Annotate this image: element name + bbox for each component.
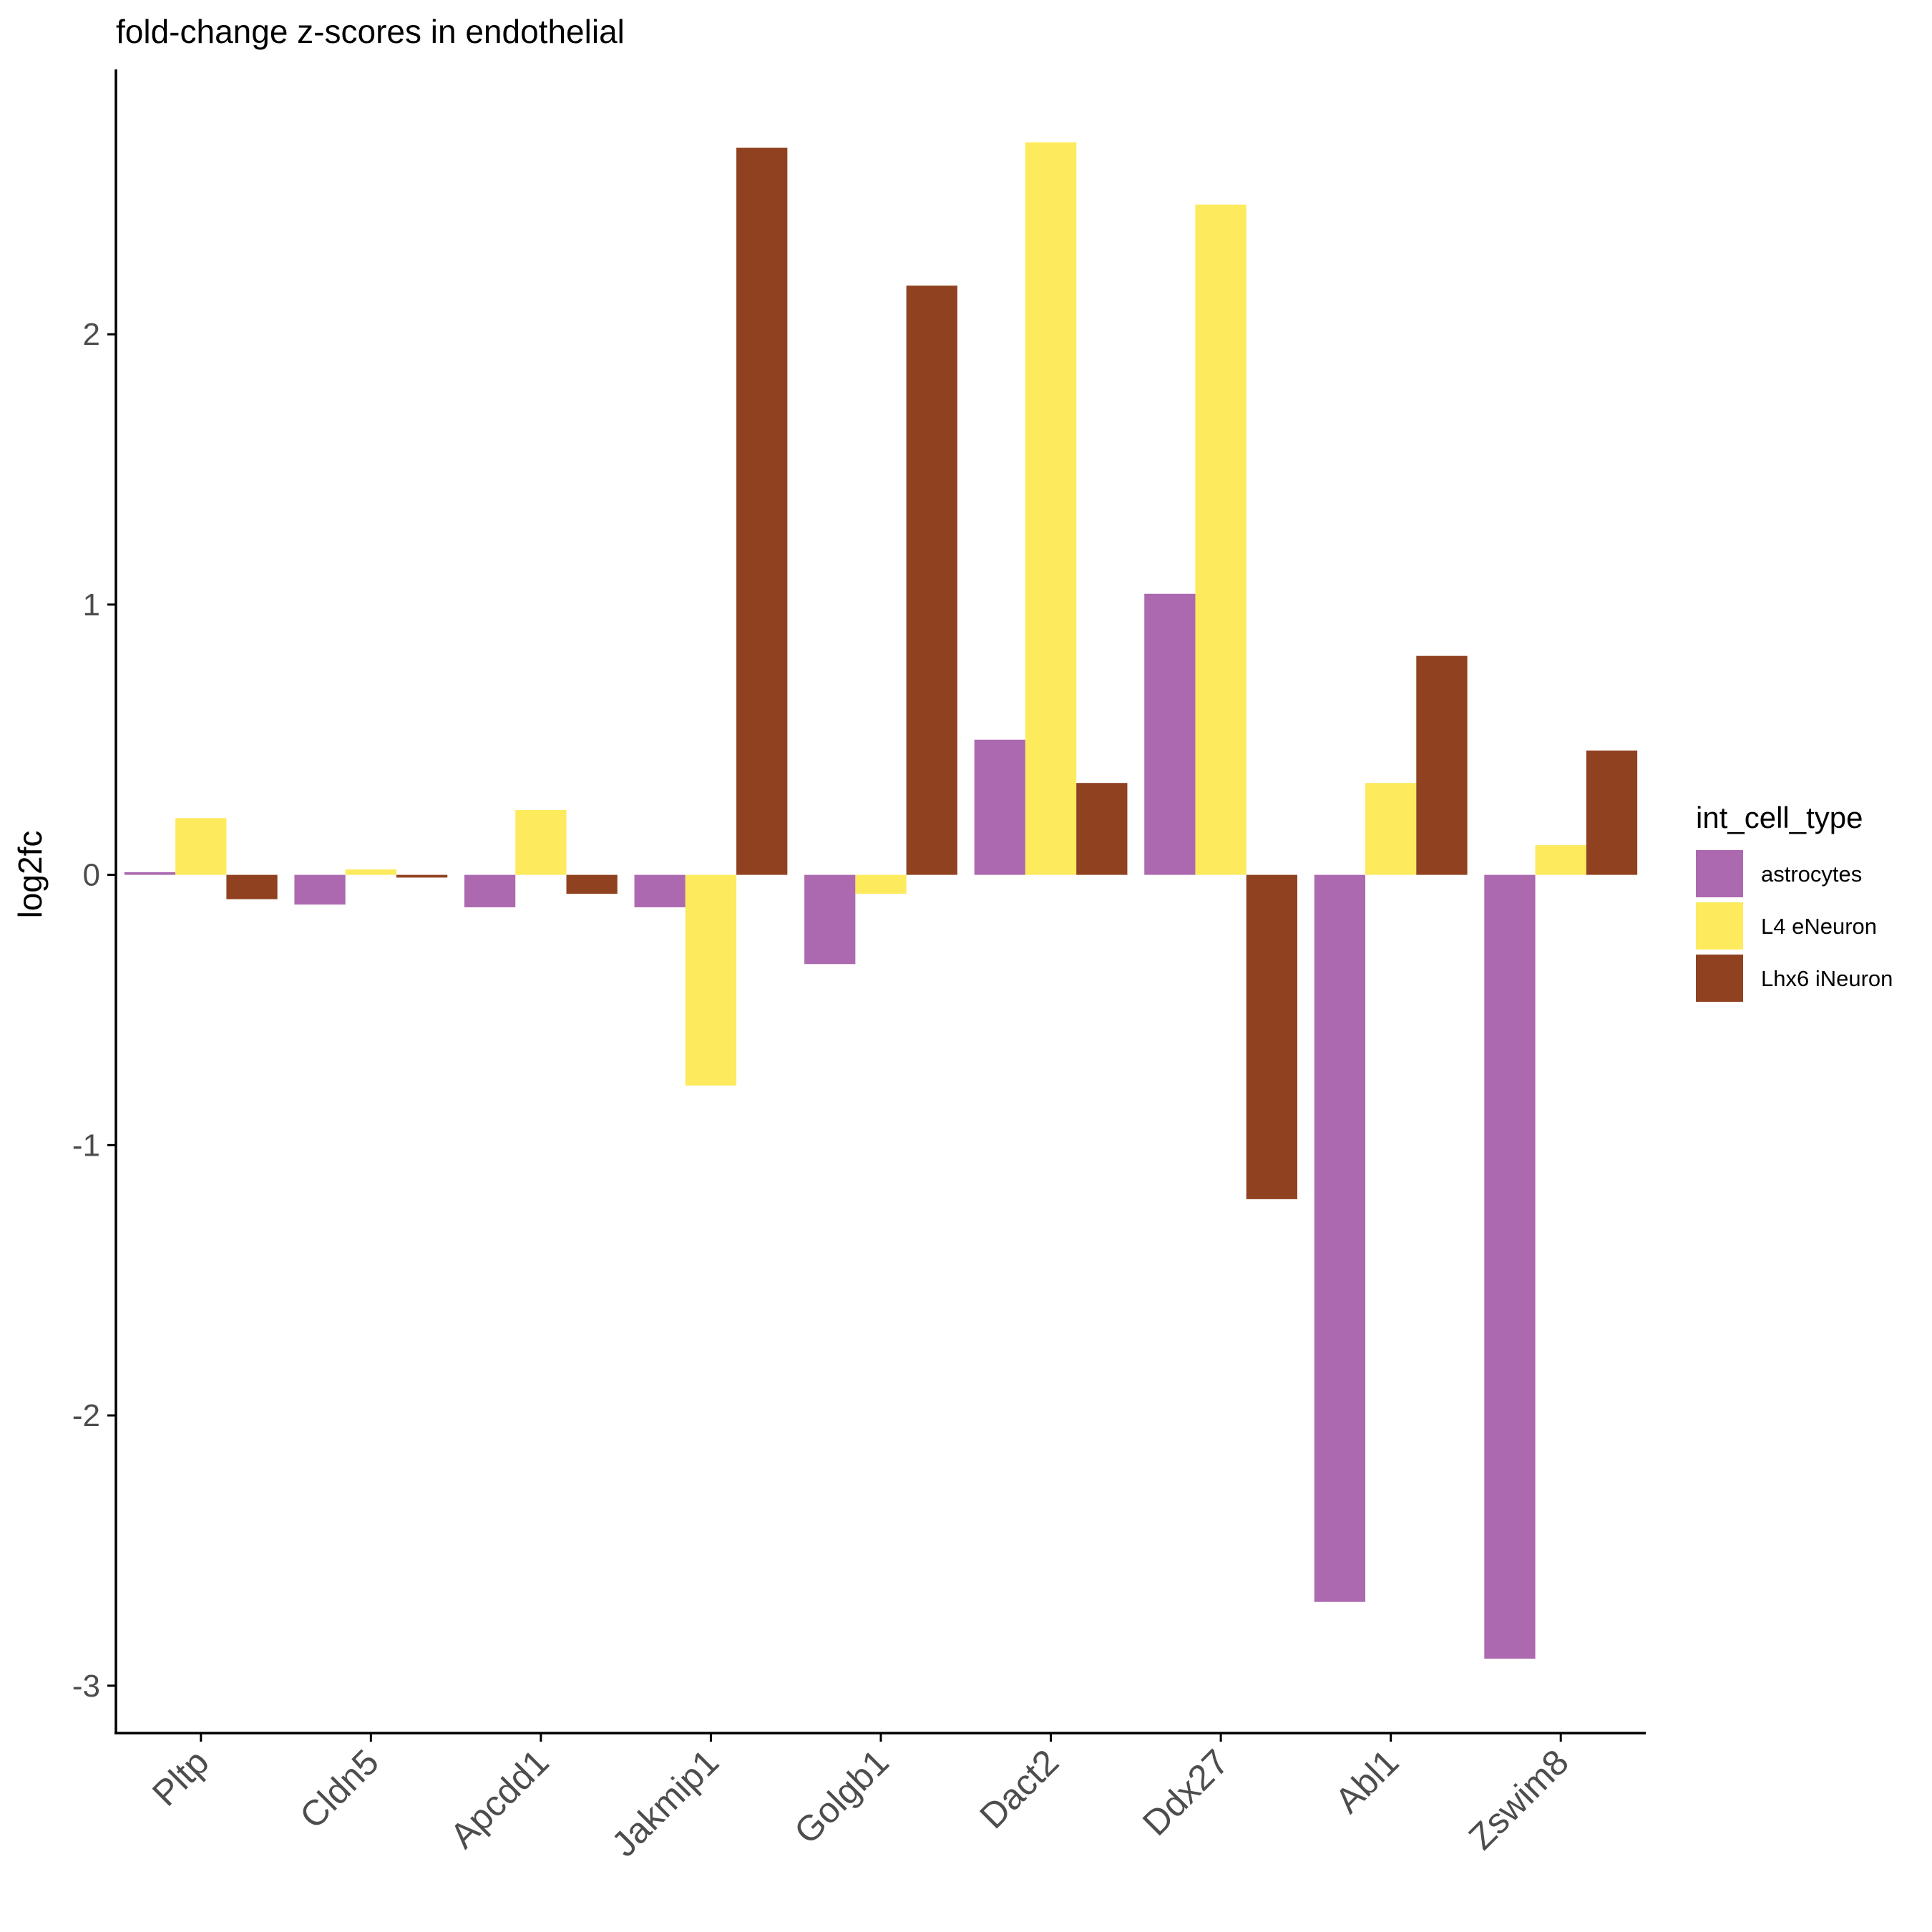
x-tick-label-golgb1: Golgb1 bbox=[786, 1742, 897, 1852]
bar-ddx27-l4-eneuron bbox=[1195, 204, 1246, 875]
x-tick-label-zswim8: Zswim8 bbox=[1461, 1742, 1576, 1857]
bar-abl1-l4-eneuron bbox=[1365, 783, 1417, 875]
legend-key-l4-eneuron bbox=[1696, 902, 1743, 950]
bar-pltp-l4-eneuron bbox=[175, 818, 227, 875]
bar-apcdd1-lhx6-ineuron bbox=[566, 874, 618, 894]
bar-jakmip1-lhx6-ineuron bbox=[736, 147, 788, 875]
y-tick-label: 0 bbox=[83, 858, 100, 893]
bar-pltp-lhx6-ineuron bbox=[226, 874, 278, 899]
bar-cldn5-l4-eneuron bbox=[345, 869, 396, 875]
bar-apcdd1-l4-eneuron bbox=[515, 809, 567, 875]
legend-label: Lhx6 iNeuron bbox=[1761, 966, 1893, 991]
legend-label: astrocytes bbox=[1761, 862, 1862, 887]
bar-jakmip1-astrocytes bbox=[634, 874, 686, 907]
legend: int_cell_type astrocytes L4 eNeuron Lhx6 i… bbox=[1696, 801, 1893, 1002]
bar-zswim8-lhx6-ineuron bbox=[1586, 750, 1638, 875]
y-tick-label: 2 bbox=[83, 317, 100, 352]
x-tick-label-ddx27: Ddx27 bbox=[1135, 1742, 1236, 1843]
y-tick-label: -2 bbox=[72, 1398, 100, 1433]
y-tick-label: -1 bbox=[72, 1128, 100, 1163]
bar-apcdd1-astrocytes bbox=[464, 874, 516, 907]
x-tick-label-pltp: Pltp bbox=[145, 1742, 217, 1814]
y-tick-label: -3 bbox=[72, 1669, 100, 1704]
bar-dact2-lhx6-ineuron bbox=[1076, 783, 1128, 875]
bar-zswim8-astrocytes bbox=[1484, 874, 1536, 1659]
bar-golgb1-l4-eneuron bbox=[855, 874, 907, 894]
bar-golgb1-lhx6-ineuron bbox=[906, 286, 957, 875]
bar-dact2-astrocytes bbox=[974, 739, 1025, 875]
x-tick-label-cldn5: Cldn5 bbox=[292, 1742, 386, 1836]
bar-zswim8-l4-eneuron bbox=[1535, 845, 1586, 875]
legend-title: int_cell_type bbox=[1696, 801, 1863, 834]
bar-abl1-astrocytes bbox=[1314, 874, 1366, 1602]
bar-ddx27-lhx6-ineuron bbox=[1246, 874, 1298, 1199]
bar-golgb1-astrocytes bbox=[804, 874, 856, 965]
x-tick-label-dact2: Dact2 bbox=[972, 1742, 1066, 1836]
bar-pltp-astrocytes bbox=[124, 872, 176, 875]
bar-cldn5-astrocytes bbox=[294, 874, 346, 905]
x-tick-label-apcdd1: Apcdd1 bbox=[442, 1742, 557, 1856]
x-tick-label-abl1: Abl1 bbox=[1327, 1742, 1406, 1820]
x-ticks-group: Pltp Cldn5 Apcdd1 Jakmip1 Golgb1 Dact2 Ddx27 Ab… bbox=[145, 1733, 1576, 1864]
bar-ddx27-astrocytes bbox=[1144, 593, 1196, 875]
y-axis-label: log2fc bbox=[11, 831, 49, 919]
legend-key-astrocytes bbox=[1696, 850, 1743, 897]
y-ticks-group: -3 -2 -1 0 1 2 bbox=[72, 317, 116, 1704]
chart-title: fold-change z-scores in endothelial bbox=[116, 13, 625, 50]
bar-dact2-l4-eneuron bbox=[1025, 142, 1077, 875]
x-tick-label-jakmip1: Jakmip1 bbox=[604, 1742, 726, 1864]
bars-group bbox=[124, 142, 1638, 1659]
y-tick-label: 1 bbox=[83, 587, 100, 623]
bar-abl1-lhx6-ineuron bbox=[1416, 655, 1468, 875]
bar-cldn5-lhx6-ineuron bbox=[396, 874, 448, 878]
legend-key-lhx6-ineuron bbox=[1696, 955, 1743, 1002]
bar-jakmip1-l4-eneuron bbox=[685, 874, 737, 1086]
legend-label: L4 eNeuron bbox=[1761, 914, 1877, 939]
